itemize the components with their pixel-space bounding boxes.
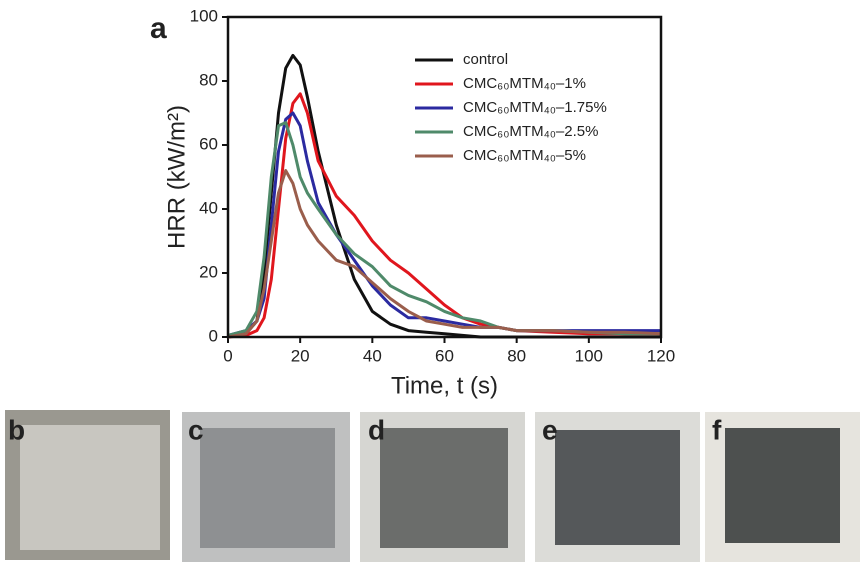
panel-label: a <box>150 12 167 45</box>
photo-char <box>380 428 508 548</box>
photos <box>5 410 860 562</box>
photo-char <box>555 430 680 545</box>
x-tick-label: 100 <box>575 346 603 365</box>
series-line <box>227 169 662 339</box>
plot-frame <box>226 15 663 339</box>
legend-label: control <box>463 51 508 68</box>
photo-label: b <box>8 414 25 445</box>
photo-foil <box>20 425 160 550</box>
y-tick-label: 80 <box>199 70 218 89</box>
photo-label: e <box>542 414 558 445</box>
photo-label: d <box>368 414 385 445</box>
photo-label: f <box>712 414 722 445</box>
y-axis-label: HRR (kW/m²) <box>163 105 190 249</box>
legend-label: CMC₆₀MTM₄₀–5% <box>463 147 586 164</box>
series-line <box>227 53 661 339</box>
x-tick-label: 60 <box>435 346 454 365</box>
y-tick-label: 60 <box>199 134 218 153</box>
x-tick-label: 0 <box>223 346 232 365</box>
legend-label: CMC₆₀MTM₄₀–2.5% <box>463 123 598 140</box>
photo-foil <box>200 428 335 548</box>
photo-char <box>725 428 840 543</box>
y-tick-label: 0 <box>209 326 218 345</box>
photo-label: c <box>188 414 204 445</box>
legend-label: CMC₆₀MTM₄₀–1% <box>463 75 586 92</box>
legend-label: CMC₆₀MTM₄₀–1.75% <box>463 99 607 116</box>
y-tick-label: 100 <box>190 6 218 25</box>
x-tick-label: 120 <box>647 346 675 365</box>
x-tick-label: 20 <box>291 346 310 365</box>
x-tick-label: 80 <box>507 346 526 365</box>
y-tick-label: 20 <box>199 262 218 281</box>
y-tick-label: 40 <box>199 198 218 217</box>
x-tick-label: 40 <box>363 346 382 365</box>
x-axis-label: Time, t (s) <box>391 372 498 399</box>
